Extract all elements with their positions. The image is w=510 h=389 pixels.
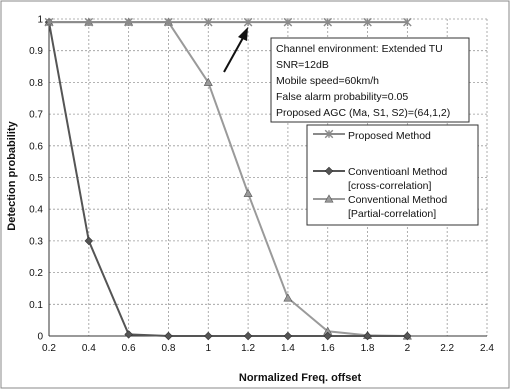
x-tick-label: 1.8 bbox=[361, 343, 375, 354]
y-tick-label: 0.3 bbox=[29, 236, 43, 247]
annotation-line: False alarm probability=0.05 bbox=[276, 91, 408, 103]
data-point-series-1 bbox=[323, 331, 332, 341]
x-tick-label: 1.4 bbox=[281, 343, 295, 354]
annotation-line: Proposed AGC (Ma, S1, S2)=(64,1,2) bbox=[276, 107, 450, 119]
annotation-line: SNR=12dB bbox=[276, 59, 329, 71]
legend-frame bbox=[306, 124, 479, 226]
x-tick-label: 2.2 bbox=[440, 343, 454, 354]
x-tick-label: 0.2 bbox=[42, 343, 56, 354]
y-tick-label: 0.6 bbox=[29, 141, 43, 152]
x-tick-label: 0.6 bbox=[122, 343, 136, 354]
legend-key-marker bbox=[324, 166, 334, 176]
x-tick-label: 2.4 bbox=[480, 343, 494, 354]
annotation-line: Mobile speed=60km/h bbox=[276, 75, 379, 87]
data-point-series-1 bbox=[363, 331, 372, 341]
data-point-series-2 bbox=[283, 293, 293, 302]
data-point-series-1 bbox=[204, 331, 213, 341]
annotation-arrow bbox=[223, 27, 248, 73]
x-tick-label: 0.4 bbox=[82, 343, 96, 354]
legend-key-marker bbox=[324, 129, 334, 139]
legend-label-cross-correlation: Conventioanl Method bbox=[348, 166, 447, 178]
x-tick-label: 1 bbox=[205, 343, 211, 354]
data-point-series-1 bbox=[283, 331, 293, 341]
x-tick-labels: 0.2 0.4 0.6 0.8 1 1.2 1.4 1.6 1.8 2 2.2 2.4 bbox=[42, 343, 494, 354]
data-point-series-2 bbox=[203, 77, 213, 86]
y-axis-title: Detection probability bbox=[6, 120, 18, 230]
data-point-series-0 bbox=[283, 17, 293, 27]
data-point-series-1 bbox=[84, 236, 94, 246]
y-tick-label: 0.7 bbox=[29, 110, 43, 121]
series-line-1 bbox=[48, 21, 408, 337]
y-tick-label: 0.5 bbox=[29, 173, 43, 184]
legend-key-marker bbox=[324, 194, 334, 203]
legend-keys bbox=[313, 129, 345, 203]
annotation-line: Channel environment: Extended TU bbox=[276, 43, 443, 55]
data-point-series-0 bbox=[403, 17, 412, 27]
legend-label-cross-correlation-2: [cross-correlation] bbox=[348, 180, 432, 192]
y-tick-label: 0 bbox=[37, 332, 43, 343]
arrow-shaft bbox=[223, 35, 245, 73]
x-tick-label: 2 bbox=[405, 343, 411, 354]
legend-label-partial-correlation-2: [Partial-correlation] bbox=[348, 208, 436, 220]
y-tick-label: 0.9 bbox=[29, 46, 43, 57]
data-point-series-1 bbox=[164, 331, 173, 341]
data-point-series-0 bbox=[84, 17, 94, 27]
data-point-series-0 bbox=[323, 17, 333, 27]
annotation-box: Channel environment: Extended TU SNR=12d… bbox=[270, 37, 470, 123]
arrow-head bbox=[238, 27, 248, 41]
series-lines bbox=[44, 17, 412, 341]
data-point-series-0 bbox=[363, 17, 372, 27]
data-point-series-1 bbox=[403, 331, 412, 341]
y-tick-label: 0.4 bbox=[29, 205, 43, 216]
legend: Proposed Method Conventioanl Method [cro… bbox=[306, 124, 479, 226]
x-axis-title: Normalized Freq. offset bbox=[239, 372, 362, 384]
x-tick-label: 1.6 bbox=[321, 343, 335, 354]
data-point-series-2 bbox=[243, 188, 253, 197]
y-tick-label: 0.2 bbox=[29, 268, 43, 279]
data-point-series-0 bbox=[164, 17, 173, 27]
x-tick-label: 0.8 bbox=[162, 343, 176, 354]
data-point-series-1 bbox=[124, 330, 133, 339]
data-point-series-1 bbox=[243, 331, 253, 341]
x-tick-label: 1.2 bbox=[241, 343, 255, 354]
data-point-series-0 bbox=[44, 17, 54, 27]
legend-label-proposed: Proposed Method bbox=[348, 130, 431, 142]
data-point-series-0 bbox=[203, 17, 213, 27]
y-tick-label: 1 bbox=[37, 15, 43, 26]
y-tick-label: 0.8 bbox=[29, 78, 43, 89]
annotation-frame bbox=[270, 37, 470, 123]
data-point-series-0 bbox=[124, 17, 133, 27]
y-tick-label: 0.1 bbox=[29, 300, 43, 311]
data-point-series-0 bbox=[243, 17, 253, 27]
legend-label-partial-correlation: Conventional Method bbox=[348, 194, 447, 206]
y-tick-labels: 0 0.1 0.2 0.3 0.4 0.5 0.6 0.7 0.8 0.9 1 bbox=[29, 15, 43, 343]
